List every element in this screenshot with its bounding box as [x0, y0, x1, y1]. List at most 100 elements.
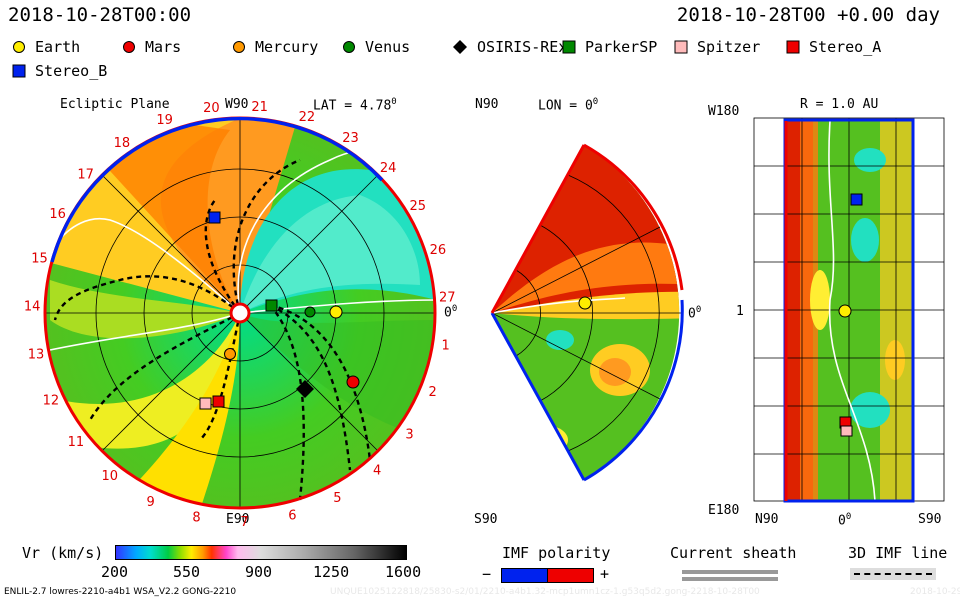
carrington-label: 14 — [24, 299, 41, 314]
current-sheath-swatch — [682, 570, 778, 574]
stereo-a-marker — [212, 395, 225, 408]
meridional-edge-red — [490, 144, 586, 314]
parkersp-marker — [265, 299, 278, 312]
legend-label: Mercury — [255, 38, 319, 56]
carrington-label: 19 — [156, 113, 173, 128]
imf-minus: − — [482, 565, 492, 583]
spitzer-marker-icon — [674, 40, 688, 54]
current-sheet-lines — [49, 148, 437, 351]
carrington-label: 25 — [410, 199, 427, 214]
legend-stereo-a: Stereo_A — [786, 38, 881, 56]
carrington-label: 21 — [251, 100, 268, 115]
sphere-title: R = 1.0 AU — [800, 97, 879, 112]
sphere-spitzer-marker — [840, 425, 853, 437]
legend-osiris: OSIRIS-REx — [452, 38, 567, 56]
ecliptic-bodies — [199, 211, 360, 410]
carrington-label: 24 — [380, 161, 397, 176]
legend-label: ParkerSP — [585, 38, 658, 56]
carrington-label: 23 — [342, 131, 359, 146]
carrington-label: 22 — [299, 110, 316, 125]
legend-mercury: Mercury — [232, 38, 318, 56]
colorbar-tick-4: 1600 — [385, 563, 422, 581]
meridional-earth-marker — [578, 296, 592, 310]
imf-polarity-label: IMF polarity — [502, 544, 611, 562]
parker-marker-icon — [562, 40, 576, 54]
carrington-label: 20 — [203, 101, 220, 116]
spitzer-marker — [199, 397, 212, 410]
meridional-arc-blue — [583, 299, 684, 482]
venus-marker-icon — [343, 41, 355, 53]
meridional-sheet — [491, 297, 626, 314]
footer-model: ENLIL-2.7 lowres-2210-a4b1 WSA_V2.2 GONG… — [4, 587, 237, 597]
ecliptic-top-label: W90 — [225, 97, 249, 112]
legend-label: Stereo_B — [35, 62, 108, 80]
sphere-sheet — [828, 120, 876, 502]
mars-marker-icon — [123, 41, 135, 53]
legend-earth: Earth — [12, 38, 80, 56]
carrington-label: 16 — [49, 207, 66, 222]
meridional-arc-red — [583, 143, 684, 291]
venus-marker — [304, 306, 316, 318]
carrington-label: 3 — [405, 428, 413, 443]
osiris-marker — [296, 380, 314, 398]
ecliptic-bottom-label: E90 — [226, 512, 250, 527]
ecliptic-polarity-arc — [50, 116, 384, 263]
carrington-label: 6 — [288, 508, 296, 523]
imf-line-label: 3D IMF line — [848, 544, 948, 562]
legend-label: Earth — [35, 38, 81, 56]
earth-marker-icon — [13, 41, 25, 53]
mercury-marker — [224, 348, 236, 360]
carrington-label: 7 — [240, 515, 248, 530]
meridional-top-label: N90 — [475, 97, 499, 112]
sphere-x-left: N90 — [755, 512, 779, 527]
carrington-label: 1 — [441, 339, 449, 354]
ecliptic-title: Ecliptic Plane — [60, 97, 170, 112]
carrington-label: 15 — [31, 252, 48, 267]
legend-label: Venus — [365, 38, 411, 56]
legend-spitzer: Spitzer — [674, 38, 760, 56]
datetime-left: 2018-10-28T00:00 — [8, 4, 192, 26]
imf-line-swatch — [854, 573, 932, 575]
legend-label: Stereo_A — [809, 38, 882, 56]
stereo-b-marker — [208, 211, 221, 224]
legend-stereo-b: Stereo_B — [12, 62, 107, 80]
carrington-label: 11 — [68, 435, 85, 450]
imf-plus: + — [600, 565, 610, 583]
colorbar-tick-2: 900 — [245, 563, 273, 581]
carrington-label: 18 — [114, 136, 131, 151]
legend-label: OSIRIS-REx — [477, 38, 568, 56]
stereo-a-marker-icon — [786, 40, 800, 54]
meridional-edge-blue — [490, 312, 586, 481]
carrington-label: 4 — [373, 463, 381, 478]
stereo-b-marker-icon — [12, 64, 26, 78]
sphere-x-right: S90 — [918, 512, 942, 527]
carrington-label: 26 — [430, 243, 447, 258]
footer-run-id: UNQUE1025122818/25830-s2/01/2210-a4b1.32… — [330, 587, 760, 597]
carrington-label: 27 — [439, 290, 456, 305]
imf-negative-swatch — [501, 568, 548, 583]
earth-marker — [329, 305, 343, 319]
sun-icon — [229, 302, 251, 324]
ecliptic-right-label: 00 — [444, 304, 458, 321]
colorbar-tick-0: 200 — [101, 563, 129, 581]
imf-positive-swatch — [547, 568, 594, 583]
carrington-label: 13 — [28, 348, 45, 363]
carrington-label: 12 — [43, 394, 60, 409]
colorbar — [115, 545, 407, 560]
sphere-earth-marker — [838, 304, 852, 318]
mars-marker — [346, 375, 360, 389]
meridional-right-label: 00 — [688, 305, 702, 322]
carrington-label: 2 — [429, 385, 437, 400]
sphere-y-bottom: E180 — [708, 503, 740, 518]
meridional-bottom-label: S90 — [474, 512, 498, 527]
colorbar-tick-1: 550 — [173, 563, 201, 581]
legend-parker: ParkerSP — [562, 38, 657, 56]
carrington-label: 17 — [77, 168, 94, 183]
sphere-y-top: W180 — [708, 104, 740, 119]
sphere-y-mid: 1 — [736, 304, 744, 319]
legend-label: Mars — [145, 38, 182, 56]
current-sheath-swatch-2 — [682, 577, 778, 581]
